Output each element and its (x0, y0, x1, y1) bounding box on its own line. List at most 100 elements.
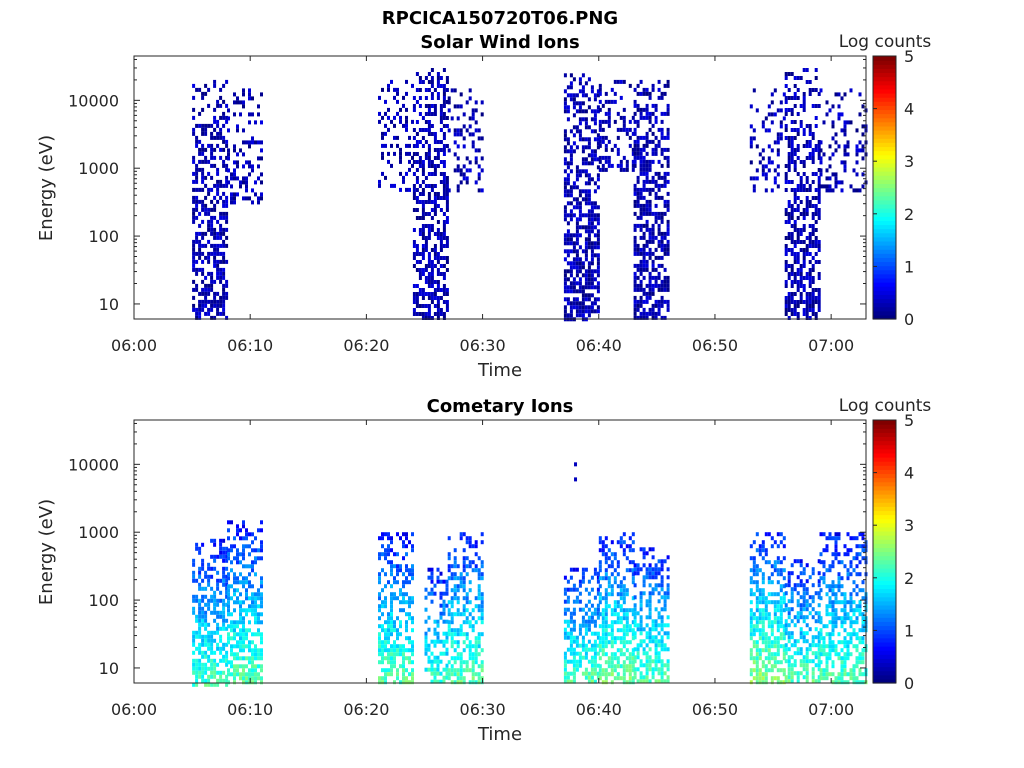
heatmap-cell (805, 204, 809, 208)
heatmap-cell (411, 644, 414, 649)
heatmap-cell (596, 253, 600, 258)
heatmap-cell (639, 675, 643, 680)
heatmap-cell (633, 243, 637, 248)
heatmap-cell (378, 648, 381, 653)
heatmap-cell (619, 596, 623, 601)
heatmap-cell (436, 623, 440, 628)
heatmap-cell (619, 636, 623, 641)
heatmap-cell (761, 640, 765, 645)
heatmap-cell (802, 667, 806, 672)
heatmap-cell (381, 628, 384, 633)
heatmap-cell (666, 679, 670, 684)
heatmap-cell (666, 135, 670, 140)
heatmap-cell (442, 124, 446, 128)
heatmap-cell (636, 571, 640, 576)
heatmap-cell (402, 592, 405, 597)
heatmap-cell (787, 216, 791, 220)
heatmap-cell (584, 109, 588, 114)
heatmap-cell (412, 264, 416, 268)
heatmap-cell (616, 592, 620, 597)
heatmap-cell (456, 644, 460, 649)
heatmap-cell (222, 670, 226, 675)
heatmap-cell (216, 231, 220, 236)
heatmap-cell (790, 675, 794, 680)
heatmap-cell (572, 655, 576, 660)
heatmap-cell (424, 104, 428, 108)
heatmap-cell (213, 227, 217, 232)
heatmap-cell (802, 208, 806, 212)
heatmap-cell (590, 575, 594, 580)
heatmap-cell (219, 646, 223, 651)
heatmap-cell (198, 303, 202, 308)
heatmap-cell (581, 265, 585, 270)
heatmap-cell (622, 79, 626, 84)
heatmap-cell (254, 604, 257, 609)
heatmap-cell (613, 580, 617, 585)
heatmap-cell (802, 312, 806, 316)
heatmap-cell (204, 91, 208, 96)
heatmap-cell (257, 528, 260, 533)
heatmap-cell (663, 179, 667, 184)
heatmap-cell (776, 560, 780, 565)
heatmap-cell (648, 283, 652, 288)
heatmap-cell (657, 195, 661, 200)
heatmap-cell (210, 634, 214, 639)
heatmap-cell (793, 220, 797, 224)
heatmap-cell (453, 680, 457, 685)
heatmap-cell (575, 233, 579, 238)
heatmap-cell (430, 84, 434, 88)
heatmap-cell (195, 207, 199, 212)
heatmap-cell (843, 92, 847, 97)
heatmap-cell (631, 660, 635, 665)
heatmap-cell (622, 632, 626, 637)
heatmap-cell (468, 652, 472, 657)
heatmap-cell (660, 279, 664, 284)
heatmap-cell (445, 208, 449, 212)
heatmap-cell (584, 257, 588, 262)
heatmap-cell (593, 157, 597, 162)
heatmap-cell (427, 260, 431, 264)
heatmap-cell (393, 183, 396, 188)
heatmap-cell (433, 643, 437, 648)
heatmap-cell (219, 231, 223, 236)
heatmap-cell (802, 92, 806, 96)
heatmap-cell (433, 244, 437, 248)
heatmap-cell (225, 574, 229, 579)
heatmap-cell (418, 200, 422, 204)
heatmap-cell (660, 195, 664, 200)
heatmap-cell (575, 241, 579, 246)
heatmap-cell (572, 289, 576, 294)
heatmap-cell (625, 632, 629, 637)
heatmap-cell (411, 564, 414, 569)
heatmap-cell (213, 538, 217, 543)
heatmap-cell (657, 227, 661, 232)
heatmap-cell (761, 628, 765, 633)
heatmap-cell (233, 556, 236, 561)
heatmap-cell (572, 651, 576, 656)
heatmap-cell (396, 552, 399, 557)
heatmap-cell (628, 127, 632, 132)
heatmap-cell (465, 632, 469, 637)
heatmap-cell (601, 548, 605, 553)
heatmap-cell (447, 556, 451, 561)
heatmap-cell (799, 571, 803, 576)
heatmap-cell (846, 644, 850, 649)
heatmap-cell (257, 548, 260, 553)
heatmap-cell (248, 196, 251, 201)
heatmap-cell (456, 116, 460, 121)
heatmap-cell (648, 191, 652, 196)
heatmap-cell (787, 635, 791, 640)
heatmap-cell (601, 119, 605, 124)
heatmap-cell (421, 188, 425, 192)
heatmap-cell (575, 221, 579, 226)
heatmap-cell (248, 544, 251, 549)
heatmap-cell (427, 296, 431, 300)
heatmap-cell (817, 304, 821, 308)
heatmap-cell (834, 92, 838, 97)
heatmap-cell (849, 184, 853, 189)
heatmap-cell (424, 212, 428, 216)
colorbar-segment (873, 60, 896, 65)
heatmap-cell (819, 88, 823, 93)
heatmap-cell (387, 636, 390, 641)
colorbar-segment (873, 269, 896, 275)
